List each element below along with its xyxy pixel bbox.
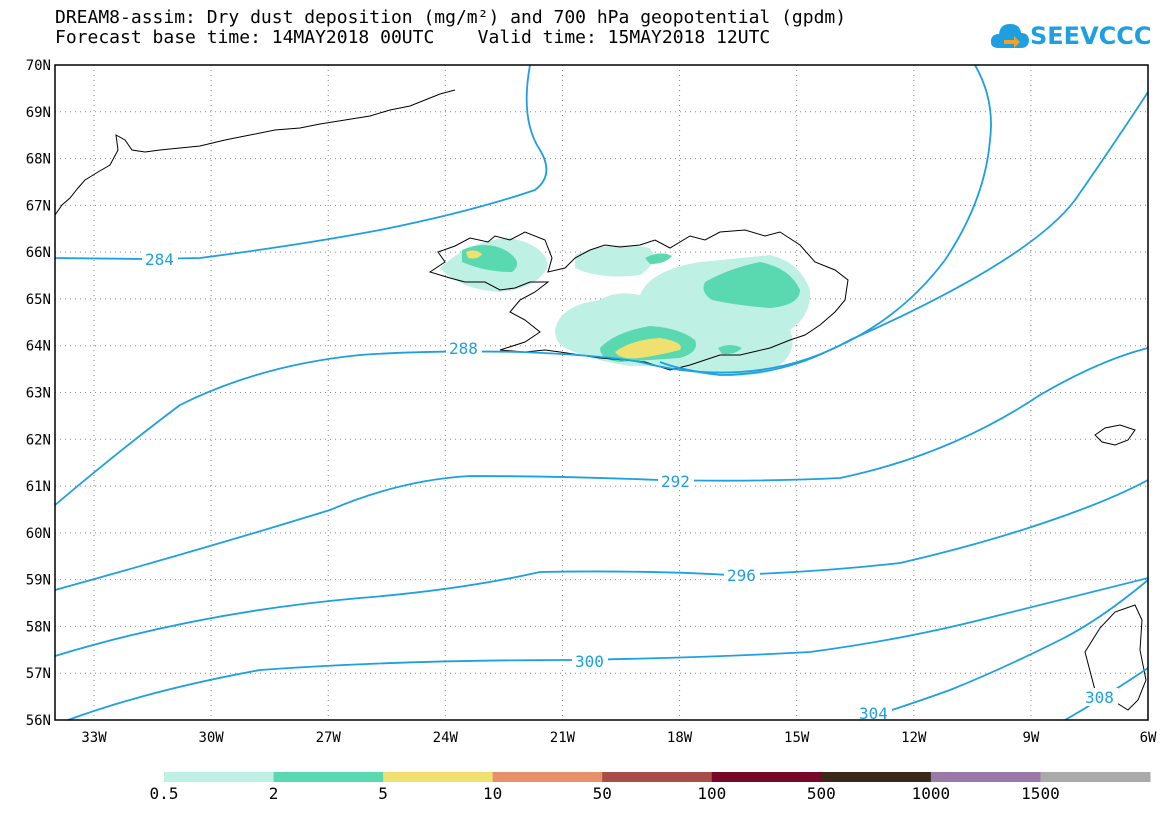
contour-284-east [659, 64, 992, 376]
faroe-islands-coastline [1094, 424, 1136, 446]
lon-label: 9W [1022, 730, 1039, 746]
contour-label-308: 308 [1085, 688, 1114, 707]
lat-label: 67N [26, 198, 51, 214]
contour-296 [54, 479, 1149, 657]
iceland-coastline [428, 229, 849, 371]
lon-label: 33W [81, 730, 107, 746]
lon-label: 18W [667, 730, 693, 746]
gridlines [55, 65, 1148, 720]
seevccc-logo: SEEVCCC [990, 18, 1152, 58]
lat-label: 62N [26, 432, 51, 448]
colorbar-swatch [273, 772, 384, 782]
lon-label: 6W [1140, 730, 1157, 746]
contour-284-west [54, 64, 548, 260]
dust-medium-area-north [645, 253, 672, 264]
colorbar-swatch [164, 772, 275, 782]
colorbar-swatch [1040, 772, 1151, 782]
colorbar-swatch [821, 772, 932, 782]
contour-label-300: 300 [575, 652, 604, 671]
lat-label: 56N [26, 713, 51, 729]
map-title: DREAM8-assim: Dry dust deposition (mg/m²… [55, 7, 847, 28]
contour-288 [54, 91, 1149, 506]
colorbar-label: 500 [806, 784, 836, 803]
lat-label: 61N [26, 479, 51, 495]
lat-label: 58N [26, 619, 51, 635]
lon-label: 27W [316, 730, 342, 746]
contour-label-292: 292 [661, 472, 690, 491]
contour-292 [54, 347, 1149, 591]
dust-deposition-shading [440, 238, 811, 376]
lat-label: 65N [26, 292, 51, 308]
cloud-arrow-icon [990, 24, 1029, 48]
contour-label-304: 304 [859, 704, 888, 723]
lat-label: 60N [26, 526, 51, 542]
lat-label: 70N [26, 58, 51, 74]
contour-labels: 284 288 292 296 300 304 308 [142, 250, 1118, 723]
colorbar-swatch [602, 772, 713, 782]
colorbar-label: 5 [378, 784, 388, 803]
map-subtitle: Forecast base time: 14MAY2018 00UTC Vali… [55, 27, 771, 48]
lat-label: 64N [26, 339, 51, 355]
contour-300 [67, 577, 1149, 721]
colorbar-swatch [383, 772, 494, 782]
colorbar-label: 0.5 [149, 784, 179, 803]
colorbar-swatch [930, 772, 1041, 782]
dust-medium-area-se [718, 345, 742, 355]
colorbar-label: 2 [268, 784, 279, 803]
contour-label-288: 288 [449, 339, 478, 358]
lat-label: 59N [26, 573, 51, 589]
greenland-coastline [54, 89, 456, 216]
colorbar-label: 100 [697, 784, 727, 803]
dust-medium-area-east [703, 262, 800, 308]
axis-labels: 70N 69N 68N 67N 66N 65N 64N 63N 62N 61N 60N 59N 58N 5… [26, 58, 1157, 746]
map-frame [54, 64, 1149, 721]
contour-304 [859, 579, 1149, 721]
lon-label: 24W [433, 730, 459, 746]
dust-high-area-west [466, 250, 482, 259]
colorbar-label: 50 [592, 784, 612, 803]
colorbar [164, 772, 1151, 782]
contour-label-296: 296 [727, 566, 756, 585]
lat-label: 66N [26, 245, 51, 261]
lon-label: 21W [550, 730, 576, 746]
lat-label: 57N [26, 666, 51, 682]
geopotential-contours [54, 64, 1149, 721]
lat-label: 63N [26, 386, 51, 402]
colorbar-label: 1000 [911, 784, 951, 803]
colorbar-label: 1500 [1021, 784, 1060, 803]
lon-label: 12W [901, 730, 927, 746]
colorbar-swatch [492, 772, 603, 782]
colorbar-swatch [711, 772, 822, 782]
dust-high-area-south [615, 338, 681, 359]
dust-light-area-north [575, 245, 654, 277]
colorbar-label: 10 [483, 784, 503, 803]
lat-label: 68N [26, 152, 51, 168]
lon-label: 30W [198, 730, 224, 746]
logo-text: SEEVCCC [1030, 22, 1152, 50]
contour-label-284: 284 [145, 250, 174, 269]
lon-label: 15W [784, 730, 810, 746]
lat-label: 69N [26, 105, 51, 121]
